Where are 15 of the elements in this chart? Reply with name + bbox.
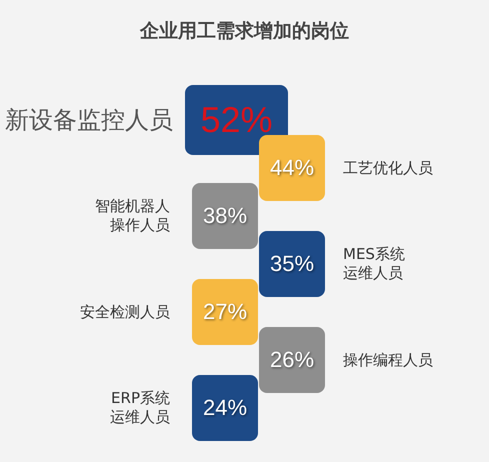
category-label: 新设备监控人员 — [5, 105, 173, 136]
data-label: 38% — [192, 183, 258, 249]
data-label: 44% — [270, 155, 314, 180]
data-label: 52% — [185, 85, 288, 155]
category-label: 工艺优化人员 — [343, 158, 433, 178]
data-label: 35% — [259, 231, 325, 297]
text: 企业用工需求增加的岗位 — [138, 19, 350, 44]
category-label: ERP系统运维人员 — [110, 389, 170, 426]
category-label: 安全检测人员 — [80, 302, 170, 322]
category-label: 操作编程人员 — [343, 350, 433, 370]
data-label: 24% — [192, 375, 258, 441]
category-label: MES系统运维人员 — [343, 245, 405, 282]
category-label: 智能机器人操作人员 — [95, 197, 170, 234]
data-label: 27% — [192, 279, 258, 345]
data-label: 26% — [259, 327, 325, 393]
